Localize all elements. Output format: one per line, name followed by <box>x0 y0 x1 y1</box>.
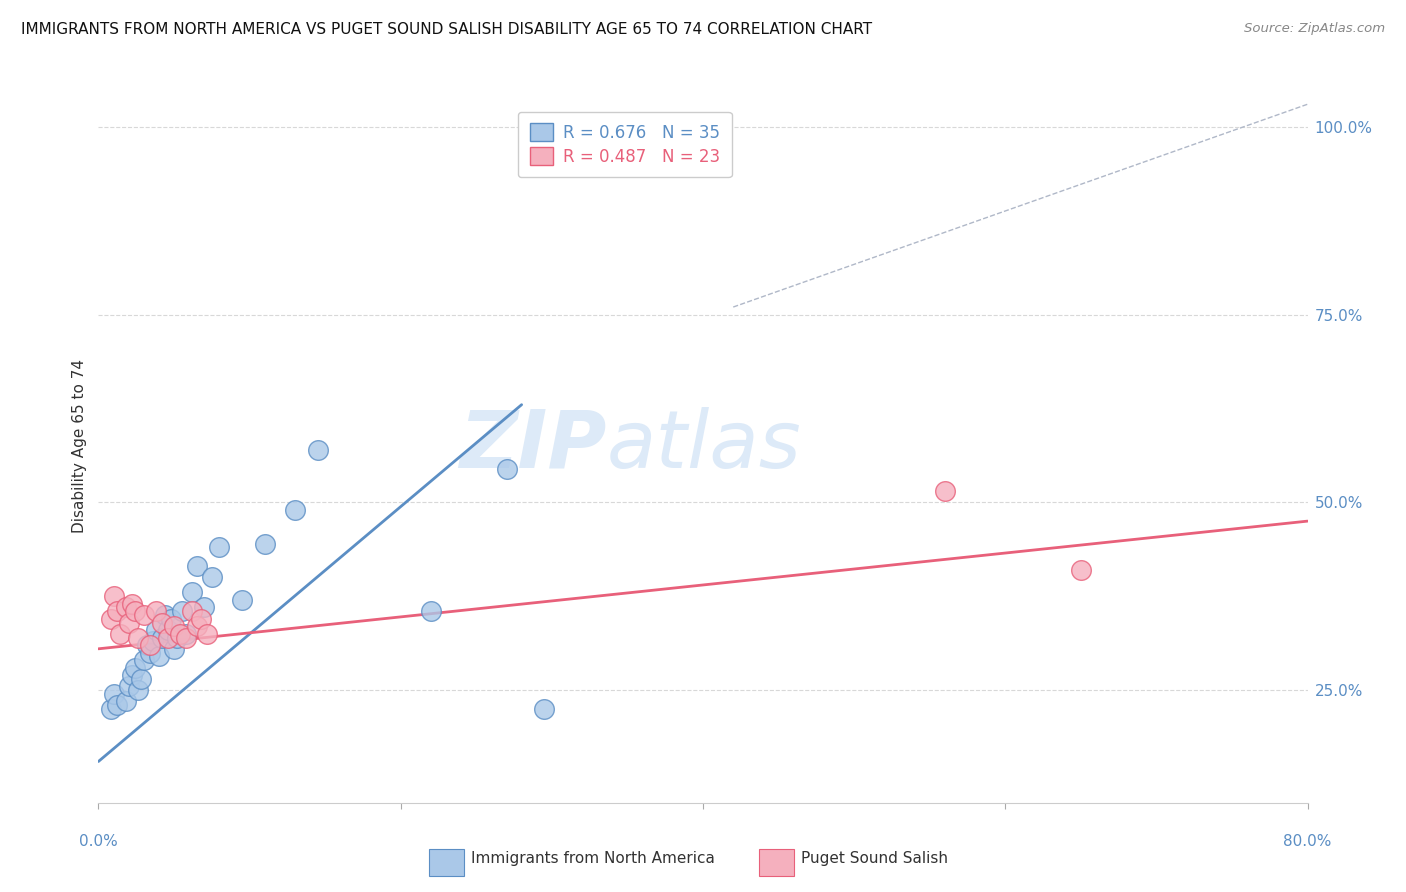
Point <box>163 619 186 633</box>
Point <box>170 604 193 618</box>
Point <box>148 649 170 664</box>
Point <box>495 461 517 475</box>
Point <box>284 503 307 517</box>
Point <box>145 623 167 637</box>
Point <box>169 627 191 641</box>
Point <box>201 570 224 584</box>
Point <box>307 442 329 457</box>
Point <box>186 619 208 633</box>
Y-axis label: Disability Age 65 to 74: Disability Age 65 to 74 <box>72 359 87 533</box>
Point <box>208 541 231 555</box>
Point <box>121 597 143 611</box>
Point <box>231 593 253 607</box>
Text: Source: ZipAtlas.com: Source: ZipAtlas.com <box>1244 22 1385 36</box>
Text: 80.0%: 80.0% <box>1284 834 1331 849</box>
Point <box>121 668 143 682</box>
Point <box>139 646 162 660</box>
Point <box>156 623 179 637</box>
Point <box>150 615 173 630</box>
Text: IMMIGRANTS FROM NORTH AMERICA VS PUGET SOUND SALISH DISABILITY AGE 65 TO 74 CORR: IMMIGRANTS FROM NORTH AMERICA VS PUGET S… <box>21 22 872 37</box>
Point <box>129 672 152 686</box>
Point <box>103 589 125 603</box>
Point <box>132 653 155 667</box>
Point <box>124 660 146 674</box>
Point <box>253 536 276 550</box>
Point <box>103 687 125 701</box>
Point <box>153 607 176 622</box>
Legend: R = 0.676   N = 35, R = 0.487   N = 23: R = 0.676 N = 35, R = 0.487 N = 23 <box>517 112 731 178</box>
Point <box>124 604 146 618</box>
Text: Puget Sound Salish: Puget Sound Salish <box>801 851 949 865</box>
Point <box>190 612 212 626</box>
Point <box>160 612 183 626</box>
Point <box>934 484 956 499</box>
Point <box>181 585 204 599</box>
Point <box>108 627 131 641</box>
Point <box>533 702 555 716</box>
Point <box>114 600 136 615</box>
Point <box>100 612 122 626</box>
Point <box>127 683 149 698</box>
Point <box>118 679 141 693</box>
Point <box>105 698 128 713</box>
Text: atlas: atlas <box>606 407 801 485</box>
Point <box>193 600 215 615</box>
Point <box>1070 563 1092 577</box>
Text: ZIP: ZIP <box>458 407 606 485</box>
Point <box>174 631 197 645</box>
Point <box>195 627 218 641</box>
Point <box>118 615 141 630</box>
Point <box>156 631 179 645</box>
Point <box>150 631 173 645</box>
Point <box>420 604 443 618</box>
Point <box>139 638 162 652</box>
Point <box>163 641 186 656</box>
Point <box>105 604 128 618</box>
Point <box>114 694 136 708</box>
Point <box>135 638 157 652</box>
Point <box>142 634 165 648</box>
Point <box>166 631 188 645</box>
Text: 0.0%: 0.0% <box>79 834 118 849</box>
Point <box>100 702 122 716</box>
Text: Immigrants from North America: Immigrants from North America <box>471 851 714 865</box>
Point <box>186 559 208 574</box>
Point <box>174 627 197 641</box>
Point <box>132 607 155 622</box>
Point <box>127 631 149 645</box>
Point <box>181 604 204 618</box>
Point <box>145 604 167 618</box>
